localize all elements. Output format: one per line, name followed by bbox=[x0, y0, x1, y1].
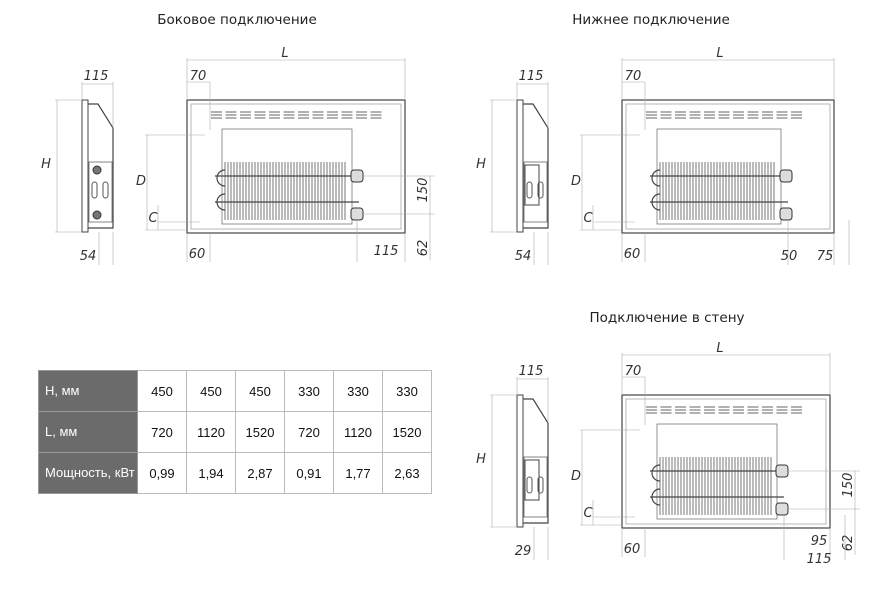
side-slot bbox=[526, 476, 533, 494]
dimension-label: 75 bbox=[817, 249, 834, 264]
valve-icon bbox=[350, 169, 364, 183]
section-title-bottom: Нижнее подключение bbox=[572, 12, 730, 28]
casing-inner bbox=[625, 398, 827, 525]
dimension-label: 60 bbox=[624, 542, 641, 557]
table-cell: 0,99 bbox=[137, 452, 187, 494]
dimension-label: 60 bbox=[624, 247, 641, 262]
height-label: H bbox=[41, 157, 51, 172]
casing-inner bbox=[190, 103, 402, 230]
pipe-bend bbox=[651, 464, 661, 506]
dimension-label: 150 bbox=[416, 178, 431, 203]
front-casing bbox=[186, 99, 406, 234]
length-label: L bbox=[716, 46, 723, 61]
dimension-label: 54 bbox=[80, 249, 97, 264]
pipe-connector-icon bbox=[92, 165, 102, 175]
dimension-label: 60 bbox=[189, 247, 206, 262]
pipe-bend bbox=[651, 169, 661, 211]
valve-icon bbox=[779, 207, 793, 221]
length-label: L bbox=[716, 341, 723, 356]
dimension-label: 70 bbox=[625, 69, 642, 84]
height-label: H bbox=[476, 452, 486, 467]
table-cell: 0,91 bbox=[284, 452, 334, 494]
dimension-label: 150 bbox=[841, 473, 856, 498]
table-cell: 330 bbox=[284, 370, 334, 412]
dimension-label: 62 bbox=[416, 240, 431, 257]
dimension-label: 115 bbox=[519, 364, 544, 379]
specs-table: H, мм 450 450 450 330 330 330 L, мм 720 1120 1520 7… bbox=[38, 370, 432, 494]
valve-icon bbox=[779, 169, 793, 183]
table-cell: 1,94 bbox=[186, 452, 236, 494]
depth-label: D bbox=[571, 174, 581, 189]
side-connection-block bbox=[523, 161, 548, 223]
front-casing bbox=[621, 99, 835, 234]
pipe-riser bbox=[524, 164, 540, 206]
table-cell: 720 bbox=[284, 411, 334, 453]
row-header: Мощность, кВт bbox=[38, 452, 138, 494]
table-row: Мощность, кВт 0,99 1,94 2,87 0,91 1,77 2,63 bbox=[38, 452, 432, 494]
c-label: C bbox=[583, 506, 593, 521]
depth-label: D bbox=[136, 174, 146, 189]
c-label: C bbox=[148, 211, 158, 226]
section-title-side: Боковое подключение bbox=[157, 12, 317, 28]
table-row: L, мм 720 1120 1520 720 1120 1520 bbox=[38, 411, 432, 453]
c-label: C bbox=[583, 211, 593, 226]
casing-inner bbox=[625, 103, 831, 230]
side-body bbox=[523, 103, 549, 229]
side-panel bbox=[516, 394, 524, 528]
pipe-riser bbox=[524, 459, 540, 501]
dimension-label: 29 bbox=[515, 544, 532, 559]
pipe-bend bbox=[216, 169, 226, 211]
table-cell: 330 bbox=[382, 370, 432, 412]
depth-label: D bbox=[571, 469, 581, 484]
length-label: L bbox=[281, 46, 288, 61]
side-body bbox=[88, 103, 114, 229]
table-cell: 1,77 bbox=[333, 452, 383, 494]
table-row: H, мм 450 450 450 330 330 330 bbox=[38, 370, 432, 412]
table-cell: 450 bbox=[235, 370, 285, 412]
side-slot bbox=[537, 476, 544, 494]
table-cell: 1520 bbox=[235, 411, 285, 453]
dimension-label: 70 bbox=[625, 364, 642, 379]
dimension-label: 50 bbox=[781, 249, 798, 264]
dimension-label: 62 bbox=[841, 535, 856, 552]
row-header: H, мм bbox=[38, 370, 138, 412]
dimension-label: 115 bbox=[374, 244, 399, 259]
dimension-label: 115 bbox=[519, 69, 544, 84]
dimension-label: 115 bbox=[84, 69, 109, 84]
valve-icon bbox=[775, 464, 789, 478]
side-body bbox=[523, 398, 549, 524]
table-cell: 1520 bbox=[382, 411, 432, 453]
dimension-label: 95 bbox=[811, 534, 828, 549]
row-header: L, мм bbox=[38, 411, 138, 453]
table-cell: 330 bbox=[333, 370, 383, 412]
dimension-label: 70 bbox=[190, 69, 207, 84]
valve-icon bbox=[775, 502, 789, 516]
height-label: H bbox=[476, 157, 486, 172]
side-panel bbox=[81, 99, 89, 233]
side-slot bbox=[537, 181, 544, 199]
side-slot bbox=[526, 181, 533, 199]
dimension-label: 54 bbox=[515, 249, 532, 264]
table-cell: 450 bbox=[137, 370, 187, 412]
section-title-wall: Подключение в стену bbox=[589, 310, 745, 326]
pipe-connector-icon bbox=[92, 210, 102, 220]
side-slot bbox=[91, 181, 98, 199]
table-cell: 1120 bbox=[186, 411, 236, 453]
side-panel bbox=[516, 99, 524, 233]
table-cell: 2,63 bbox=[382, 452, 432, 494]
table-cell: 450 bbox=[186, 370, 236, 412]
dimension-label: 115 bbox=[807, 552, 832, 567]
table-cell: 1120 bbox=[333, 411, 383, 453]
side-connection-block bbox=[523, 456, 548, 518]
valve-icon bbox=[350, 207, 364, 221]
side-slot bbox=[102, 181, 109, 199]
table-cell: 2,87 bbox=[235, 452, 285, 494]
table-cell: 720 bbox=[137, 411, 187, 453]
front-casing bbox=[621, 394, 831, 529]
side-connection-block bbox=[88, 161, 113, 223]
